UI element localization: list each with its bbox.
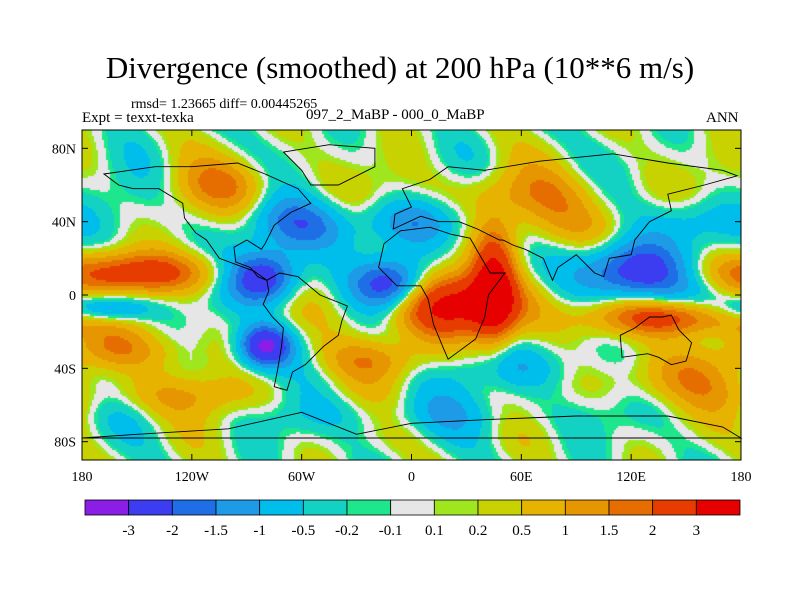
colorbar-label: 2 xyxy=(649,523,657,539)
colorbar-label: -0.2 xyxy=(335,523,359,539)
y-tick-label: 80S xyxy=(54,436,76,451)
outline-australia xyxy=(619,314,693,366)
colorbar-swatch xyxy=(433,499,479,516)
colorbar-label: 0.1 xyxy=(425,523,444,539)
x-tick-label: 180 xyxy=(731,470,752,485)
colorbar-label: -0.5 xyxy=(291,523,315,539)
y-tick-label: 40N xyxy=(52,216,76,231)
colorbar: -3 -2 -1.5 -1 -0.5 -0.2 -0.1 0.1 0.2 0.5 1 1.5 2 3 xyxy=(84,499,741,539)
colorbar-swatch xyxy=(84,499,130,516)
outline-south-america xyxy=(262,272,348,391)
outline-africa xyxy=(378,226,506,360)
divergence-field-image xyxy=(82,130,741,460)
colorbar-swatch xyxy=(652,499,697,516)
experiment-label: Expt = texxt-texka xyxy=(82,110,194,126)
colorbar-label: -1.5 xyxy=(204,523,228,539)
colorbar-swatch xyxy=(171,499,217,516)
continent-outlines xyxy=(81,144,743,439)
outline-eurasia xyxy=(392,153,739,282)
colorbar-label: -2 xyxy=(166,523,179,539)
colorbar-swatch xyxy=(608,499,654,516)
outline-north-america xyxy=(102,162,312,281)
colorbar-swatch xyxy=(215,499,261,516)
page-title: Divergence (smoothed) at 200 hPa (10**6 … xyxy=(105,50,695,85)
y-tick-label: 40S xyxy=(54,362,76,377)
colorbar-swatch xyxy=(521,499,566,516)
colorbar-label: 1.5 xyxy=(600,523,619,539)
colorbar-label: 1 xyxy=(562,523,570,539)
map-field xyxy=(82,130,741,460)
colorbar-label: -1 xyxy=(253,523,266,539)
case-label: 097_2_MaBP - 000_0_MaBP xyxy=(306,107,485,123)
x-tick-label: 120W xyxy=(175,470,210,485)
colorbar-swatch xyxy=(346,499,392,516)
colorbar-label: 0.5 xyxy=(512,523,531,539)
y-tick-label: 80N xyxy=(52,142,76,157)
x-tick-label: 180 xyxy=(72,470,93,485)
colorbar-swatch xyxy=(477,499,523,516)
colorbar-label: -0.1 xyxy=(379,523,403,539)
colorbar-swatch xyxy=(128,499,173,516)
y-tick-label: 0 xyxy=(69,289,76,304)
colorbar-swatch xyxy=(302,499,348,516)
colorbar-swatch xyxy=(564,499,610,516)
colorbar-swatch xyxy=(695,499,741,516)
colorbar-label: 3 xyxy=(693,523,701,539)
colorbar-label: 0.2 xyxy=(469,523,488,539)
colorbar-swatch xyxy=(259,499,304,516)
outline-antarctica xyxy=(81,411,743,439)
season-label: ANN xyxy=(706,110,739,126)
x-tick-label: 0 xyxy=(408,470,415,485)
colorbar-swatch xyxy=(390,499,435,516)
outline-greenland xyxy=(282,144,376,186)
x-tick-label: 120E xyxy=(616,470,646,485)
axis-ticks: 180 120W 60W 0 60E 120E 180 80N 40N 0 40S 80S xyxy=(52,130,752,485)
x-tick-label: 60W xyxy=(288,470,316,485)
x-tick-label: 60E xyxy=(510,470,533,485)
stats-text: rmsd= 1.23665 diff= 0.00445265 xyxy=(131,97,318,112)
colorbar-label: -3 xyxy=(122,523,135,539)
